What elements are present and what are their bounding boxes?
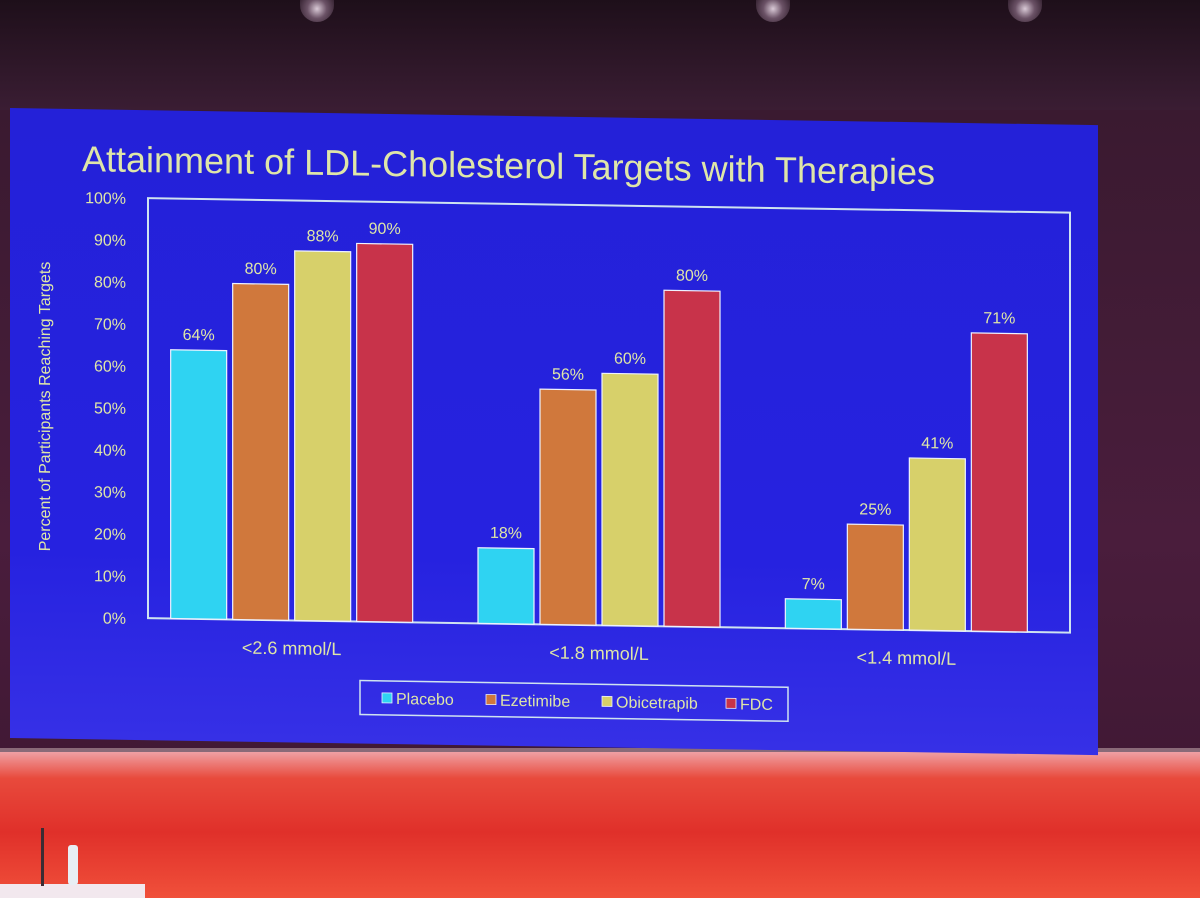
bar-obicetrapib-1 <box>294 250 352 622</box>
legend-label-placebo: Placebo <box>396 691 454 709</box>
legend-swatch-obicetrapib <box>601 695 613 707</box>
legend-label-obicetrapib: Obicetrapib <box>616 695 698 713</box>
data-label-placebo-2: 18% <box>490 525 522 543</box>
water-bottle <box>68 845 78 885</box>
data-label-obicetrapib-3: 41% <box>921 435 953 453</box>
x-tick-label: <2.6 mmol/L <box>242 638 342 660</box>
ceiling-light <box>300 0 334 22</box>
y-tick-label: 100% <box>85 190 126 208</box>
data-label-obicetrapib-1: 88% <box>307 228 339 246</box>
y-tick-label: 10% <box>94 568 126 586</box>
y-tick-label: 20% <box>94 526 126 544</box>
x-axis-ticks: <2.6 mmol/L <1.8 mmol/L <1.4 mmol/L <box>242 638 956 669</box>
auditorium-ceiling <box>0 0 1200 110</box>
legend-swatch-ezetimibe <box>485 694 497 706</box>
stage-backdrop <box>0 752 1200 898</box>
bar-series <box>170 242 1028 633</box>
bar-chart: Attainment of LDL-Cholesterol Targets wi… <box>37 138 1071 722</box>
y-tick-label: 70% <box>94 316 126 334</box>
bar-obicetrapib-2 <box>601 372 659 627</box>
data-label-fdc-3: 71% <box>983 310 1015 328</box>
y-tick-label: 40% <box>94 442 126 460</box>
data-label-ezetimibe-1: 80% <box>245 261 277 279</box>
bar-data-labels: 64% 80% 88% 90% 18% 56% 60% 80% 7% 25% 41% 71% <box>183 221 1016 594</box>
bar-ezetimibe-3 <box>846 523 904 631</box>
data-label-fdc-1: 90% <box>369 221 401 239</box>
legend-frame <box>359 679 789 722</box>
bar-placebo-2 <box>477 547 535 625</box>
legend-swatch-placebo <box>381 692 393 704</box>
y-tick-label: 0% <box>103 610 126 627</box>
y-axis-label: Percent of Participants Reaching Targets <box>37 262 54 552</box>
bar-placebo-3 <box>784 598 842 630</box>
bar-obicetrapib-3 <box>908 457 966 632</box>
y-tick-label: 50% <box>94 400 126 418</box>
x-tick-label: <1.8 mmol/L <box>549 642 649 664</box>
legend-label-fdc: FDC <box>740 696 773 714</box>
y-tick-label: 30% <box>94 484 126 502</box>
bar-fdc-2 <box>663 289 721 628</box>
bar-fdc-3 <box>970 332 1028 633</box>
data-label-fdc-2: 80% <box>676 267 708 285</box>
data-label-placebo-3: 7% <box>802 576 825 593</box>
data-label-ezetimibe-3: 25% <box>859 501 891 519</box>
data-label-placebo-1: 64% <box>183 327 215 345</box>
data-label-obicetrapib-2: 60% <box>614 350 646 368</box>
y-axis-ticks: 0% 10% 20% 30% 40% 50% 60% 70% 80% 90% 100% <box>85 190 126 628</box>
bar-fdc-1 <box>356 242 414 623</box>
legend-swatch-fdc <box>725 697 737 709</box>
bar-ezetimibe-2 <box>539 388 597 626</box>
x-tick-label: <1.4 mmol/L <box>857 647 957 669</box>
y-tick-label: 90% <box>94 232 126 250</box>
microphone <box>41 828 44 886</box>
y-tick-label: 60% <box>94 358 126 376</box>
y-tick-label: 80% <box>94 274 126 292</box>
projection-screen: Attainment of LDL-Cholesterol Targets wi… <box>10 108 1098 756</box>
chart-legend: Placebo Ezetimibe Obicetrapib FDC <box>359 679 789 722</box>
bar-ezetimibe-1 <box>232 282 290 621</box>
podium <box>0 884 145 898</box>
chart-title: Attainment of LDL-Cholesterol Targets wi… <box>82 138 935 192</box>
ceiling-light <box>1008 0 1042 22</box>
bar-placebo-1 <box>170 349 228 621</box>
data-label-ezetimibe-2: 56% <box>552 366 584 384</box>
ceiling-light <box>756 0 790 22</box>
legend-label-ezetimibe: Ezetimibe <box>500 693 570 711</box>
